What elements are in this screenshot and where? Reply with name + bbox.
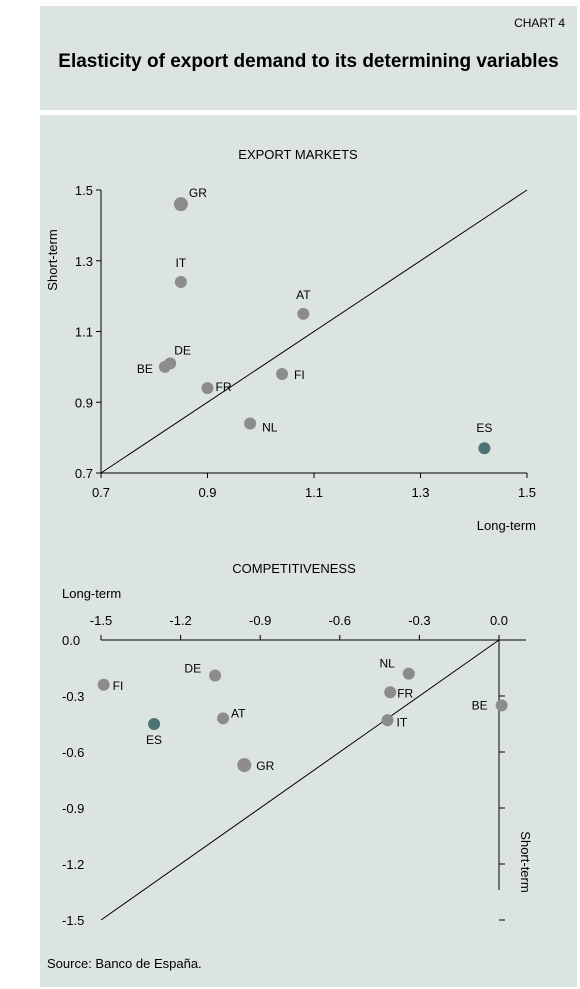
chart1-y-tick-label: 1.3 (75, 254, 93, 269)
chart-title: Elasticity of export demand to its deter… (58, 51, 559, 72)
chart1-point-it (174, 275, 187, 288)
chart1-point-be (158, 360, 171, 373)
chart2-point-label-es: ES (146, 733, 162, 747)
chart2-plot: -1.5 -1.2 -0.9 -0.6 -0.3 0.0 0.0 -0.3 -0.6 -0.9 -1… (62, 613, 526, 928)
chart1-y-tick-label: 1.1 (75, 325, 93, 340)
chart2-ylabel: Short-term (518, 831, 533, 892)
chart1-xlabel: Long-term (477, 518, 536, 533)
chart2-point-be (495, 699, 508, 712)
chart-panel: EXPORT MARKETS Short-term Long-term 0.7 0… (40, 115, 577, 987)
chart2-point-fi (97, 678, 110, 691)
chart1-point-label-fi: FI (294, 368, 305, 382)
chart2-point-label-be: BE (472, 698, 488, 712)
chart2-x-tick-label: 0.0 (490, 613, 508, 628)
chart2-y-tick-label: 0.0 (62, 633, 80, 648)
chart1-point-label-es: ES (476, 421, 492, 435)
chart1-point-nl (244, 417, 257, 430)
chart1-point-gr (173, 197, 188, 212)
chart1-point-label-it: IT (176, 256, 187, 270)
chart2-point-label-de: DE (184, 661, 201, 675)
chart1-plot: 0.7 0.9 1.1 1.3 1.5 0.7 0.9 1.1 1.3 1.5 GR IT AT DE BE… (75, 183, 536, 500)
source-note: Source: Banco de España. (47, 956, 202, 971)
chart2-reference-line (100, 639, 500, 921)
chart1-point-fi (276, 367, 289, 380)
chart2-point-nl (402, 667, 415, 680)
chart1-x-tick-label: 1.3 (411, 485, 429, 500)
chart2-point-it (381, 714, 394, 727)
chart1-point-label-be: BE (137, 362, 153, 376)
chart2-y-tick-label: -1.2 (62, 857, 84, 872)
chart1-x-tick-label: 0.9 (198, 485, 216, 500)
chart2-point-label-gr: GR (256, 759, 274, 773)
chart2-x-tick-label: -0.6 (329, 613, 351, 628)
chart1-x-tick-label: 1.1 (305, 485, 323, 500)
chart1-point-at (297, 307, 310, 320)
chart1-point-fr (201, 382, 214, 395)
chart1-point-label-gr: GR (189, 186, 207, 200)
chart2-y-tick-label: -1.5 (62, 913, 84, 928)
chart1-x-tick-label: 0.7 (92, 485, 110, 500)
chart1-y-tick-label: 1.5 (75, 183, 93, 198)
chart2-y-tick-label: -0.6 (62, 745, 84, 760)
chart2-point-de (209, 669, 222, 682)
chart1-reference-line (100, 189, 528, 474)
chart2-x-tick-label: -1.5 (90, 613, 112, 628)
chart2-point-label-nl: NL (379, 657, 395, 671)
chart2-x-tick-label: -1.2 (169, 613, 191, 628)
chart2-point-label-fi: FI (113, 679, 124, 693)
chart1-point-es (478, 442, 491, 455)
chart1-y-tick-label: 0.9 (75, 395, 93, 410)
chart2-point-label-fr: FR (397, 686, 413, 700)
chart2-title: COMPETITIVENESS (232, 561, 356, 576)
chart1-point-label-fr: FR (216, 380, 232, 394)
chart-number: CHART 4 (514, 16, 565, 30)
chart2-point-fr (384, 686, 397, 699)
chart2-y-tick-label: -0.9 (62, 801, 84, 816)
chart1-x-tick-label: 1.5 (518, 485, 536, 500)
chart1-point-label-at: AT (296, 288, 311, 302)
chart2-xlabel: Long-term (62, 586, 121, 601)
chart1-y-tick-label: 0.7 (75, 466, 93, 481)
chart2-point-at (217, 712, 230, 725)
chart1-title: EXPORT MARKETS (238, 147, 358, 162)
chart1-ylabel: Short-term (45, 229, 60, 290)
chart2-point-label-at: AT (231, 706, 246, 720)
chart1-point-label-nl: NL (262, 420, 278, 434)
chart2-x-tick-label: -0.3 (408, 613, 430, 628)
chart2-x-tick-label: -0.9 (249, 613, 271, 628)
chart-header: CHART 4 Elasticity of export demand to i… (40, 6, 577, 110)
chart1-point-label-de: DE (174, 343, 191, 357)
chart2-point-es (148, 718, 161, 730)
chart2-point-gr (237, 758, 252, 773)
charts-svg: EXPORT MARKETS Short-term Long-term 0.7 0… (45, 147, 536, 928)
chart2-point-label-it: IT (397, 715, 408, 729)
chart2-y-tick-label: -0.3 (62, 689, 84, 704)
